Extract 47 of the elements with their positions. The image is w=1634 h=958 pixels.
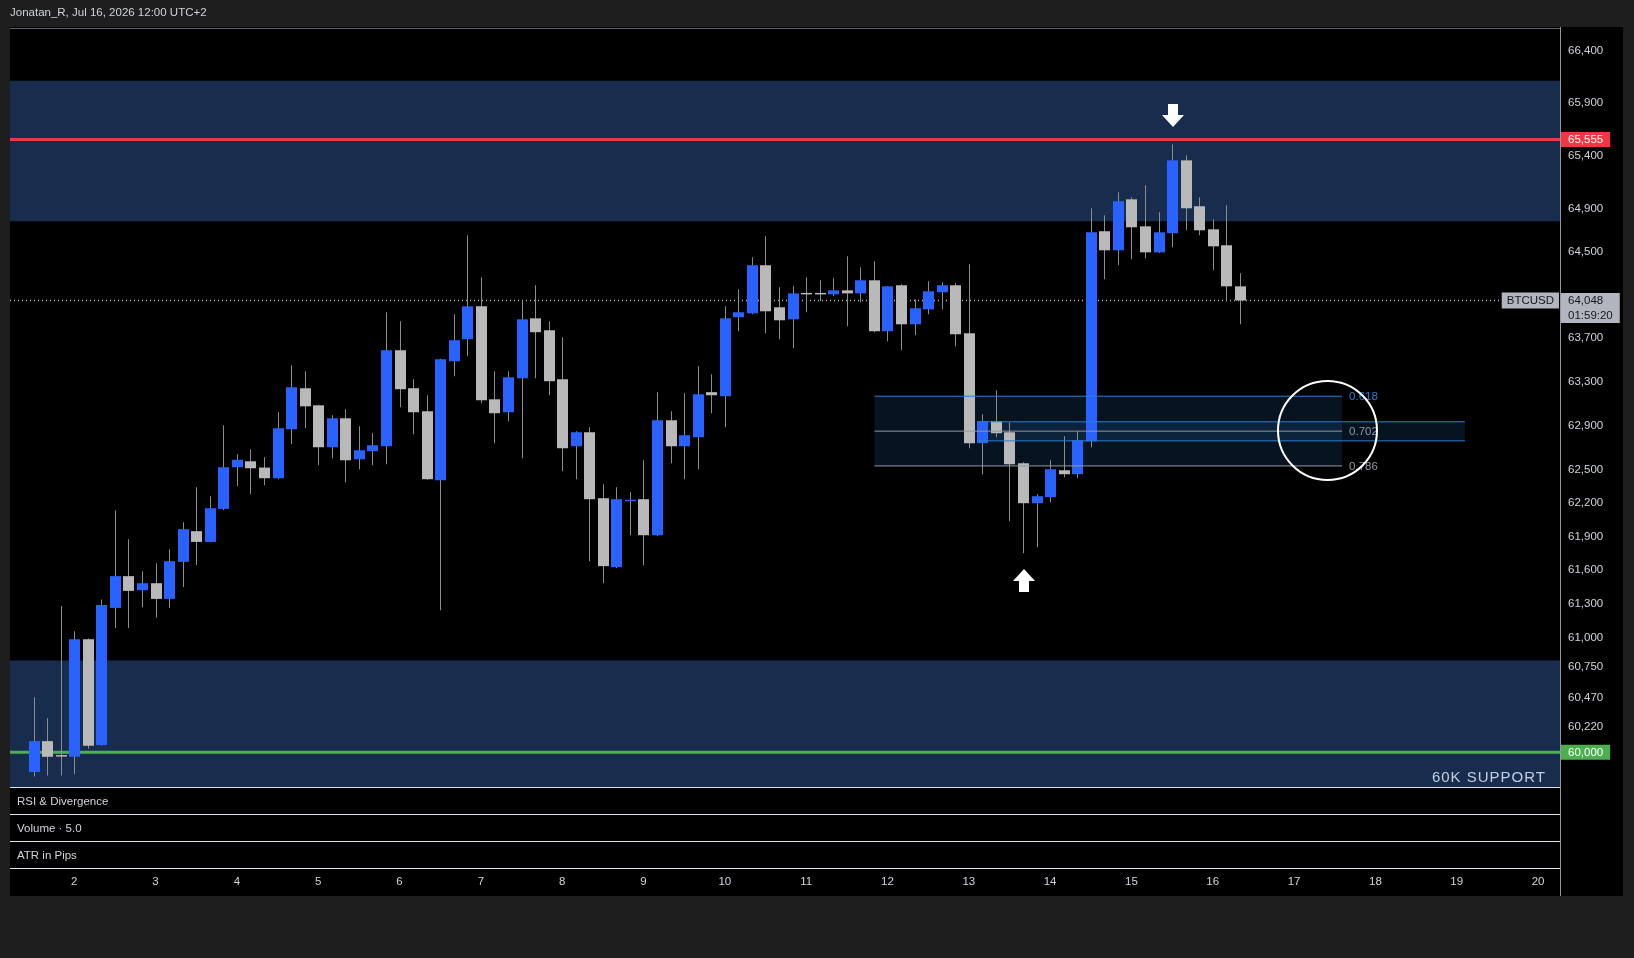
y-tick-label: 61,000 xyxy=(1568,631,1604,644)
x-tick-label: 9 xyxy=(640,875,647,888)
y-tick-label: 62,900 xyxy=(1568,418,1604,431)
ref-line-label: 60,000 xyxy=(1568,745,1604,758)
x-tick-label: 2 xyxy=(71,875,78,888)
x-tick-label: 20 xyxy=(1531,875,1545,888)
y-tick-label: 65,900 xyxy=(1568,96,1604,109)
y-tick-label: 66,400 xyxy=(1568,44,1604,57)
x-tick-label: 10 xyxy=(718,875,732,888)
y-tick-label: 63,300 xyxy=(1568,374,1604,387)
candlestick xyxy=(706,374,717,414)
y-tick-label: 65,400 xyxy=(1568,149,1604,162)
text: RSI & Divergence xyxy=(17,794,109,807)
x-tick-label: 15 xyxy=(1125,875,1138,888)
text: Volume · 5.0 xyxy=(17,821,82,834)
x-tick-label: 14 xyxy=(1043,875,1058,888)
y-tick-label: 64,500 xyxy=(1568,244,1604,257)
band-label: 60K SUPPORT xyxy=(1431,768,1546,785)
y-tick-label: 62,500 xyxy=(1568,462,1604,475)
x-tick-label: 7 xyxy=(477,875,485,888)
y-tick-label: 63,700 xyxy=(1568,331,1604,344)
ref-line-label: 64,048 01:59:20 xyxy=(1568,294,1613,322)
y-tick-label: 61,900 xyxy=(1568,529,1604,542)
x-tick-label: 17 xyxy=(1287,875,1301,888)
x-tick-label: 8 xyxy=(558,875,566,888)
x-tick-label: 5 xyxy=(315,875,322,888)
y-tick-label: 61,300 xyxy=(1568,597,1604,610)
x-tick-label: 6 xyxy=(396,875,403,888)
y-tick-label: 60,220 xyxy=(1568,720,1604,733)
x-tick-label: 3 xyxy=(152,875,159,888)
x-tick-label: 19 xyxy=(1450,875,1464,888)
x-tick-label: 18 xyxy=(1369,875,1382,888)
x-tick-label: 13 xyxy=(962,875,976,888)
text: ATR in Pips xyxy=(17,848,78,861)
x-tick-label: 12 xyxy=(881,875,894,888)
x-tick-label: 4 xyxy=(233,875,241,888)
annotation: BTCUSD xyxy=(1506,294,1554,307)
chart-title: Jonatan_R, Jul 16, 2026 12:00 UTC+2 xyxy=(10,5,207,20)
candlestick xyxy=(56,606,67,776)
ref-line-label: 65,555 xyxy=(1568,133,1604,146)
y-tick-label: 60,750 xyxy=(1568,659,1604,672)
x-tick-label: 16 xyxy=(1206,875,1220,888)
y-tick-label: 61,600 xyxy=(1568,563,1604,576)
y-tick-label: 62,200 xyxy=(1568,496,1604,509)
y-tick-label: 64,900 xyxy=(1568,202,1604,215)
y-tick-label: 60,470 xyxy=(1568,691,1604,704)
x-tick-label: 11 xyxy=(800,875,813,888)
